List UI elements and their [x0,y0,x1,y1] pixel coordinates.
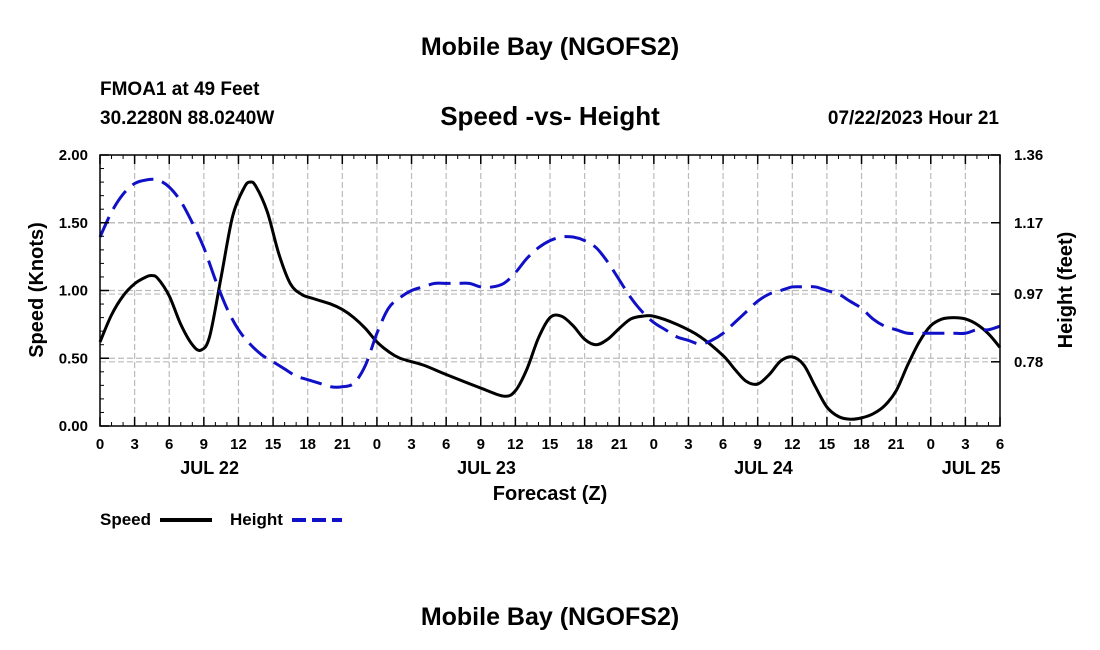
x-tick-label: 0 [927,436,935,453]
y2-tick-label: 1.17 [1014,215,1043,232]
x-tick-label: 18 [576,436,593,453]
x-tick-label: 12 [784,436,801,453]
chart-title: Speed -vs- Height [440,101,660,131]
y-axis-label: Speed (Knots) [26,222,48,358]
legend: Speed Height [100,510,342,529]
date-label: JUL 22 [180,458,239,478]
y-tick-label: 0.00 [59,418,88,435]
x-tick-label: 12 [230,436,247,453]
x-tick-label: 0 [373,436,381,453]
x-tick-label: 6 [719,436,727,453]
x-tick-label: 21 [334,436,351,453]
x-tick-label: 9 [754,436,762,453]
date-label: JUL 24 [734,458,793,478]
x-tick-label: 0 [96,436,104,453]
date-label: JUL 25 [942,458,1001,478]
station-label: FMOA1 at 49 Feet [100,79,260,100]
x-tick-label: 6 [165,436,173,453]
x-tick-label: 6 [442,436,450,453]
legend-speed-label: Speed [100,510,151,529]
x-tick-label: 3 [407,436,415,453]
grid [100,155,1000,426]
x-tick-label: 15 [819,436,836,453]
date-label: JUL 23 [457,458,516,478]
coordinates-label: 30.2280N 88.0240W [100,108,274,129]
x-tick-label: 21 [611,436,628,453]
x-tick-label: 12 [507,436,524,453]
y-tick-label: 0.50 [59,350,88,367]
timestamp-label: 07/22/2023 Hour 21 [828,108,1000,129]
x-tick-label: 9 [477,436,485,453]
x-tick-label: 18 [299,436,316,453]
x-tick-label: 3 [684,436,692,453]
y-tick-label: 1.00 [59,283,88,300]
x-tick-label: 15 [265,436,282,453]
y-tick-label: 1.50 [59,215,88,232]
x-tick-label: 15 [542,436,559,453]
x-tick-label: 6 [996,436,1004,453]
x-tick-label: 3 [130,436,138,453]
x-tick-label: 18 [853,436,870,453]
page-title: Mobile Bay (NGOFS2) [421,33,679,61]
x-tick-label: 0 [650,436,658,453]
y-tick-label: 2.00 [59,147,88,164]
axes: 0 3 6 9 12 15 18 21 0 3 6 9 12 15 18 21 0 3 6 9 12 15 18 21 0 3 6 0… [59,147,1043,478]
legend-height-label: Height [230,510,283,529]
y2-axis-label: Height (feet) [1055,232,1077,349]
y2-tick-label: 0.97 [1014,286,1043,303]
x-tick-label: 3 [961,436,969,453]
y2-tick-label: 0.78 [1014,354,1043,371]
x-tick-label: 21 [888,436,905,453]
x-axis-label: Forecast (Z) [493,483,607,505]
y2-tick-label: 1.36 [1014,147,1043,164]
footer-title: Mobile Bay (NGOFS2) [421,603,679,631]
x-tick-label: 9 [200,436,208,453]
height-series-line [98,177,1001,389]
